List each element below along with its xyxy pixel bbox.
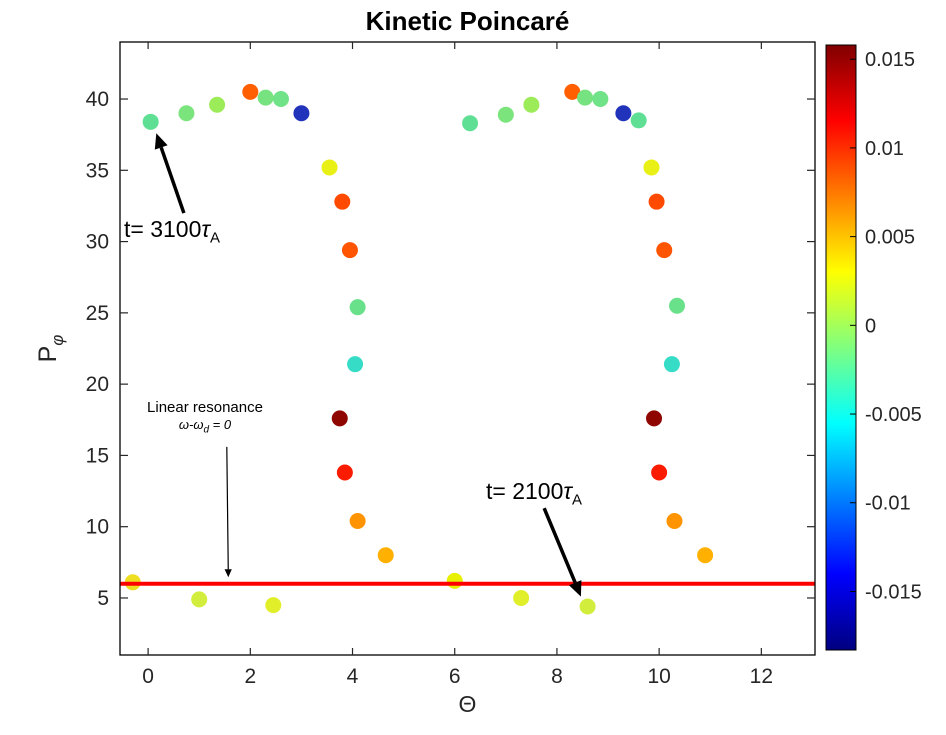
data-point: [462, 115, 479, 132]
data-point: [646, 410, 663, 427]
annotation-t3100: t= 3100τA: [124, 216, 220, 247]
data-point: [142, 113, 159, 130]
resonance-arrow: [226, 446, 229, 570]
tau-subscript: A: [572, 491, 583, 509]
data-point: [272, 91, 289, 108]
data-point: [178, 105, 195, 122]
axes-box: [119, 41, 816, 656]
x-tick-label: 10: [647, 665, 670, 688]
data-point: [347, 356, 364, 373]
data-point: [321, 159, 338, 176]
chart-title: Kinetic Poincaré: [365, 6, 570, 36]
y-axis-label: Pφ: [34, 335, 67, 363]
data-point: [341, 242, 358, 259]
x-tick-label: 8: [551, 665, 563, 688]
y-tick-label: 30: [86, 231, 109, 254]
x-axis-label: Θ: [459, 691, 477, 717]
annotation-t2100-text: t= 2100: [486, 478, 564, 504]
colorbar-tick-label: 0.005: [865, 227, 915, 249]
data-point: [336, 464, 353, 481]
data-point: [265, 597, 282, 614]
data-point: [331, 410, 348, 427]
t2100-arrow: [542, 507, 577, 584]
data-point: [497, 106, 514, 123]
data-point: [349, 299, 366, 316]
tau-symbol: τ: [201, 216, 210, 242]
x-tick-label: 12: [750, 665, 773, 688]
tau-symbol: τ: [563, 478, 572, 504]
data-point: [669, 297, 686, 314]
y-tick-label: 15: [86, 444, 109, 467]
colorbar-tick-label: 0.015: [865, 49, 915, 71]
data-point: [579, 598, 596, 615]
data-point: [697, 547, 714, 564]
data-point: [257, 89, 274, 106]
data-point: [293, 105, 310, 122]
t2100-arrow-head: [569, 580, 582, 597]
annotation-t3100-text: t= 3100: [124, 216, 202, 242]
y-tick-label: 35: [86, 159, 109, 182]
data-point: [446, 572, 463, 589]
colorbar: [825, 44, 857, 651]
x-tick-label: 0: [142, 665, 154, 688]
data-point: [656, 242, 673, 259]
data-point: [648, 193, 665, 210]
y-tick-label: 25: [86, 302, 109, 325]
data-point: [630, 112, 647, 129]
data-point: [334, 193, 351, 210]
y-tick-label: 40: [86, 88, 109, 111]
data-point: [577, 89, 594, 106]
y-tick-label: 10: [86, 516, 109, 539]
annotation-t2100: t= 2100τA: [486, 478, 582, 509]
colorbar-tick-label: 0: [865, 315, 876, 337]
data-point: [615, 105, 632, 122]
data-point: [191, 591, 208, 608]
annotation-linear-resonance: Linear resonance ω-ωd = 0: [143, 399, 267, 436]
equals-zero: = 0: [209, 417, 232, 432]
data-point: [349, 512, 366, 529]
linear-resonance-label: Linear resonance: [147, 399, 263, 416]
colorbar-tick-label: 0.01: [865, 138, 904, 160]
tau-subscript: A: [210, 229, 221, 247]
t3100-arrow: [159, 146, 186, 214]
x-tick-label: 4: [347, 665, 359, 688]
omega-symbols: ω-ω: [178, 417, 204, 432]
x-tick-label: 2: [244, 665, 256, 688]
resonance-arrow-head: [224, 569, 232, 578]
data-point: [242, 83, 259, 100]
data-point: [643, 159, 660, 176]
data-point: [651, 464, 668, 481]
data-point: [209, 96, 226, 113]
omega-subscript: d: [203, 424, 210, 436]
data-point: [663, 356, 680, 373]
data-point: [513, 589, 530, 606]
data-point: [592, 91, 609, 108]
colorbar-tick-label: -0.005: [865, 404, 922, 426]
data-point: [377, 547, 394, 564]
colorbar-tick-label: -0.015: [865, 581, 922, 603]
x-tick-label: 6: [449, 665, 461, 688]
y-tick-label: 20: [86, 373, 109, 396]
colorbar-tick-label: -0.01: [865, 493, 911, 515]
data-point: [523, 96, 540, 113]
y-tick-label: 5: [97, 587, 109, 610]
resonance-formula: ω-ωd = 0: [143, 417, 267, 436]
data-point: [666, 512, 683, 529]
data-point: [564, 83, 581, 100]
t3100-arrow-head: [154, 133, 168, 150]
